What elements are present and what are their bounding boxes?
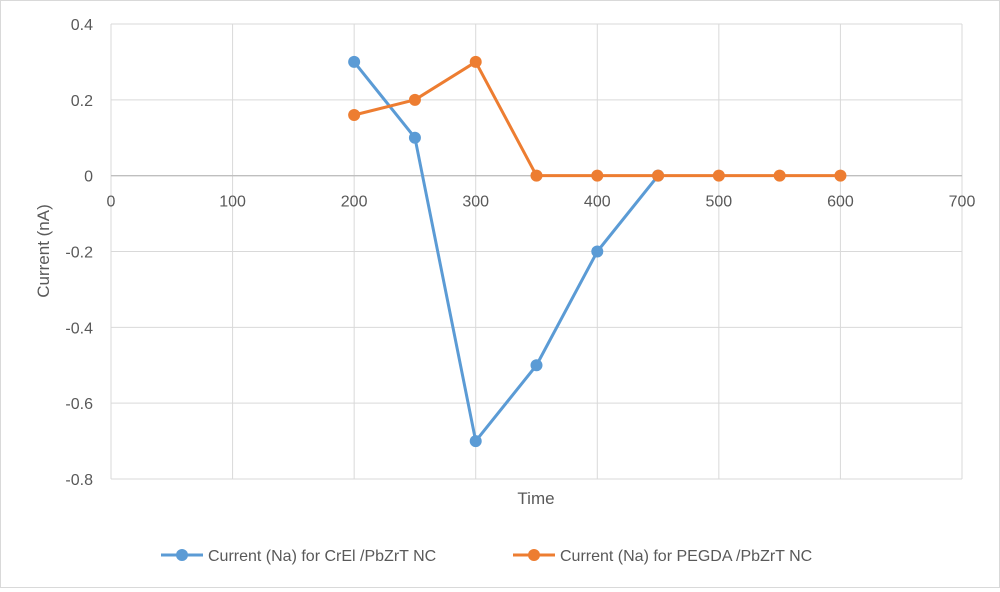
- data-point: [469, 435, 482, 448]
- legend: Current (Na) for CrEl /PbZrT NC Current (…: [161, 548, 812, 565]
- legend-label: Current (Na) for PEGDA /PbZrT NC: [560, 548, 812, 565]
- x-axis-label: Time: [517, 489, 554, 508]
- x-tick-label: 700: [949, 194, 976, 211]
- x-tick-label: 200: [341, 194, 368, 211]
- x-tick-label: 0: [107, 194, 116, 211]
- y-tick-label: -0.6: [65, 396, 93, 413]
- x-tick-label: 500: [706, 194, 733, 211]
- data-point: [652, 169, 665, 182]
- legend-item-1: Current (Na) for CrEl /PbZrT NC: [161, 548, 436, 565]
- data-point: [530, 359, 543, 372]
- y-tick-label: -0.2: [65, 245, 93, 262]
- data-point: [530, 169, 543, 182]
- x-tick-labels: 0 100 200 300 400 500 600 700: [107, 194, 976, 211]
- y-tick-label: 0: [84, 169, 93, 186]
- y-axis-label: Current (nA): [34, 204, 53, 298]
- x-tick-label: 400: [584, 194, 611, 211]
- series-2: [348, 55, 847, 182]
- series-line: [352, 60, 660, 443]
- legend-marker: [528, 549, 540, 561]
- legend-item-2: Current (Na) for PEGDA /PbZrT NC: [513, 548, 812, 565]
- data-point: [408, 131, 421, 144]
- x-tick-label: 600: [827, 194, 854, 211]
- data-point: [348, 55, 361, 68]
- legend-marker: [176, 549, 188, 561]
- y-tick-label: -0.8: [65, 472, 93, 489]
- x-tick-label: 300: [462, 194, 489, 211]
- y-tick-label: 0.2: [71, 93, 93, 110]
- data-point: [348, 109, 361, 121]
- y-tick-labels: 0.4 0.2 0 -0.2 -0.4 -0.6 -0.8: [65, 17, 93, 489]
- data-point: [469, 55, 482, 68]
- gridlines: [110, 23, 963, 480]
- data-point: [773, 169, 786, 182]
- x-tick-label: 100: [219, 194, 246, 211]
- data-point: [591, 245, 604, 258]
- data-point: [408, 93, 421, 106]
- data-point: [712, 169, 725, 182]
- y-tick-label: 0.4: [71, 17, 93, 34]
- y-tick-label: -0.4: [65, 320, 93, 337]
- series-group: [348, 55, 847, 448]
- legend-label: Current (Na) for CrEl /PbZrT NC: [208, 548, 436, 565]
- data-point: [591, 169, 604, 182]
- data-point: [834, 169, 847, 182]
